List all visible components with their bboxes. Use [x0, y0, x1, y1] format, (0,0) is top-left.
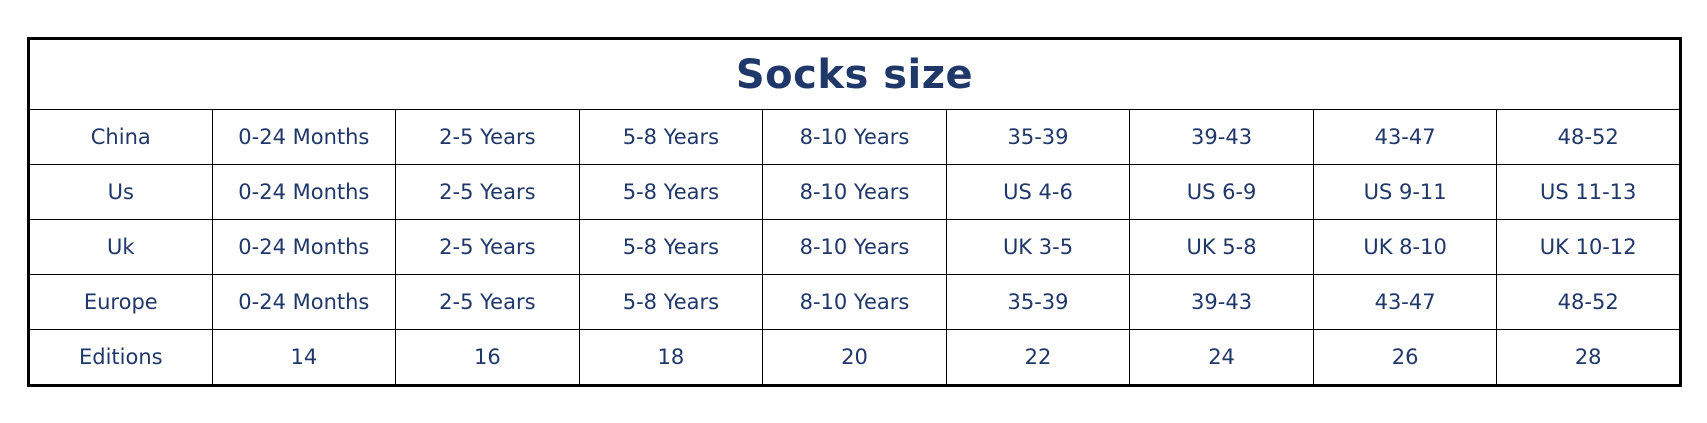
table-cell: 5-8 Years	[578, 109, 764, 165]
table-cell: 28	[1496, 329, 1681, 386]
table-row: Editions 14 16 18 20 22 24 26 28	[28, 329, 1681, 386]
row-label: China	[28, 109, 213, 165]
table-cell: US 11-13	[1496, 164, 1681, 220]
table-cell: 5-8 Years	[578, 274, 764, 330]
table-cell: 35-39	[945, 274, 1131, 330]
table-cell: UK 5-8	[1129, 219, 1314, 275]
table-cell: 39-43	[1129, 274, 1314, 330]
row-label: Us	[28, 164, 213, 220]
table-cell: 8-10 Years	[762, 164, 947, 220]
table-cell: 8-10 Years	[762, 219, 947, 275]
table-cell: 2-5 Years	[395, 274, 580, 330]
table-cell: 43-47	[1312, 109, 1498, 165]
table-cell: 0-24 Months	[211, 219, 397, 275]
table-cell: UK 8-10	[1312, 219, 1498, 275]
table-cell: 35-39	[945, 109, 1131, 165]
table-cell: 14	[211, 329, 397, 386]
row-label: Europe	[28, 274, 213, 330]
table-cell: 2-5 Years	[395, 164, 580, 220]
table-cell: US 9-11	[1312, 164, 1498, 220]
socks-size-table: Socks size China 0-24 Months 2-5 Years 5-8 …	[27, 37, 1682, 387]
table-cell: US 6-9	[1129, 164, 1314, 220]
table-cell: 22	[945, 329, 1131, 386]
table-cell: 8-10 Years	[762, 109, 947, 165]
table-cell: 18	[578, 329, 764, 386]
table-cell: 0-24 Months	[211, 164, 397, 220]
table-cell: 0-24 Months	[211, 274, 397, 330]
row-label: Uk	[28, 219, 213, 275]
table-row: Uk 0-24 Months 2-5 Years 5-8 Years 8-10 Year…	[28, 219, 1681, 275]
table-cell: 24	[1129, 329, 1314, 386]
table-cell: UK 10-12	[1496, 219, 1681, 275]
table-cell: 5-8 Years	[578, 219, 764, 275]
table-row: Europe 0-24 Months 2-5 Years 5-8 Years 8-10 …	[28, 274, 1681, 330]
table-row: China 0-24 Months 2-5 Years 5-8 Years 8-10 Y…	[28, 109, 1681, 165]
table-cell: US 4-6	[945, 164, 1131, 220]
row-label: Editions	[28, 329, 213, 386]
table-cell: 0-24 Months	[211, 109, 397, 165]
table-cell: 48-52	[1496, 274, 1681, 330]
table-title: Socks size	[28, 38, 1681, 110]
table-cell: 43-47	[1312, 274, 1498, 330]
table-cell: 16	[395, 329, 580, 386]
table-cell: 26	[1312, 329, 1498, 386]
table-cell: 8-10 Years	[762, 274, 947, 330]
table-cell: 20	[762, 329, 947, 386]
table-cell: 2-5 Years	[395, 219, 580, 275]
table-row: Us 0-24 Months 2-5 Years 5-8 Years 8-10 Year…	[28, 164, 1681, 220]
table-cell: UK 3-5	[945, 219, 1131, 275]
table-cell: 5-8 Years	[578, 164, 764, 220]
table-cell: 39-43	[1129, 109, 1314, 165]
table-cell: 2-5 Years	[395, 109, 580, 165]
table-cell: 48-52	[1496, 109, 1681, 165]
